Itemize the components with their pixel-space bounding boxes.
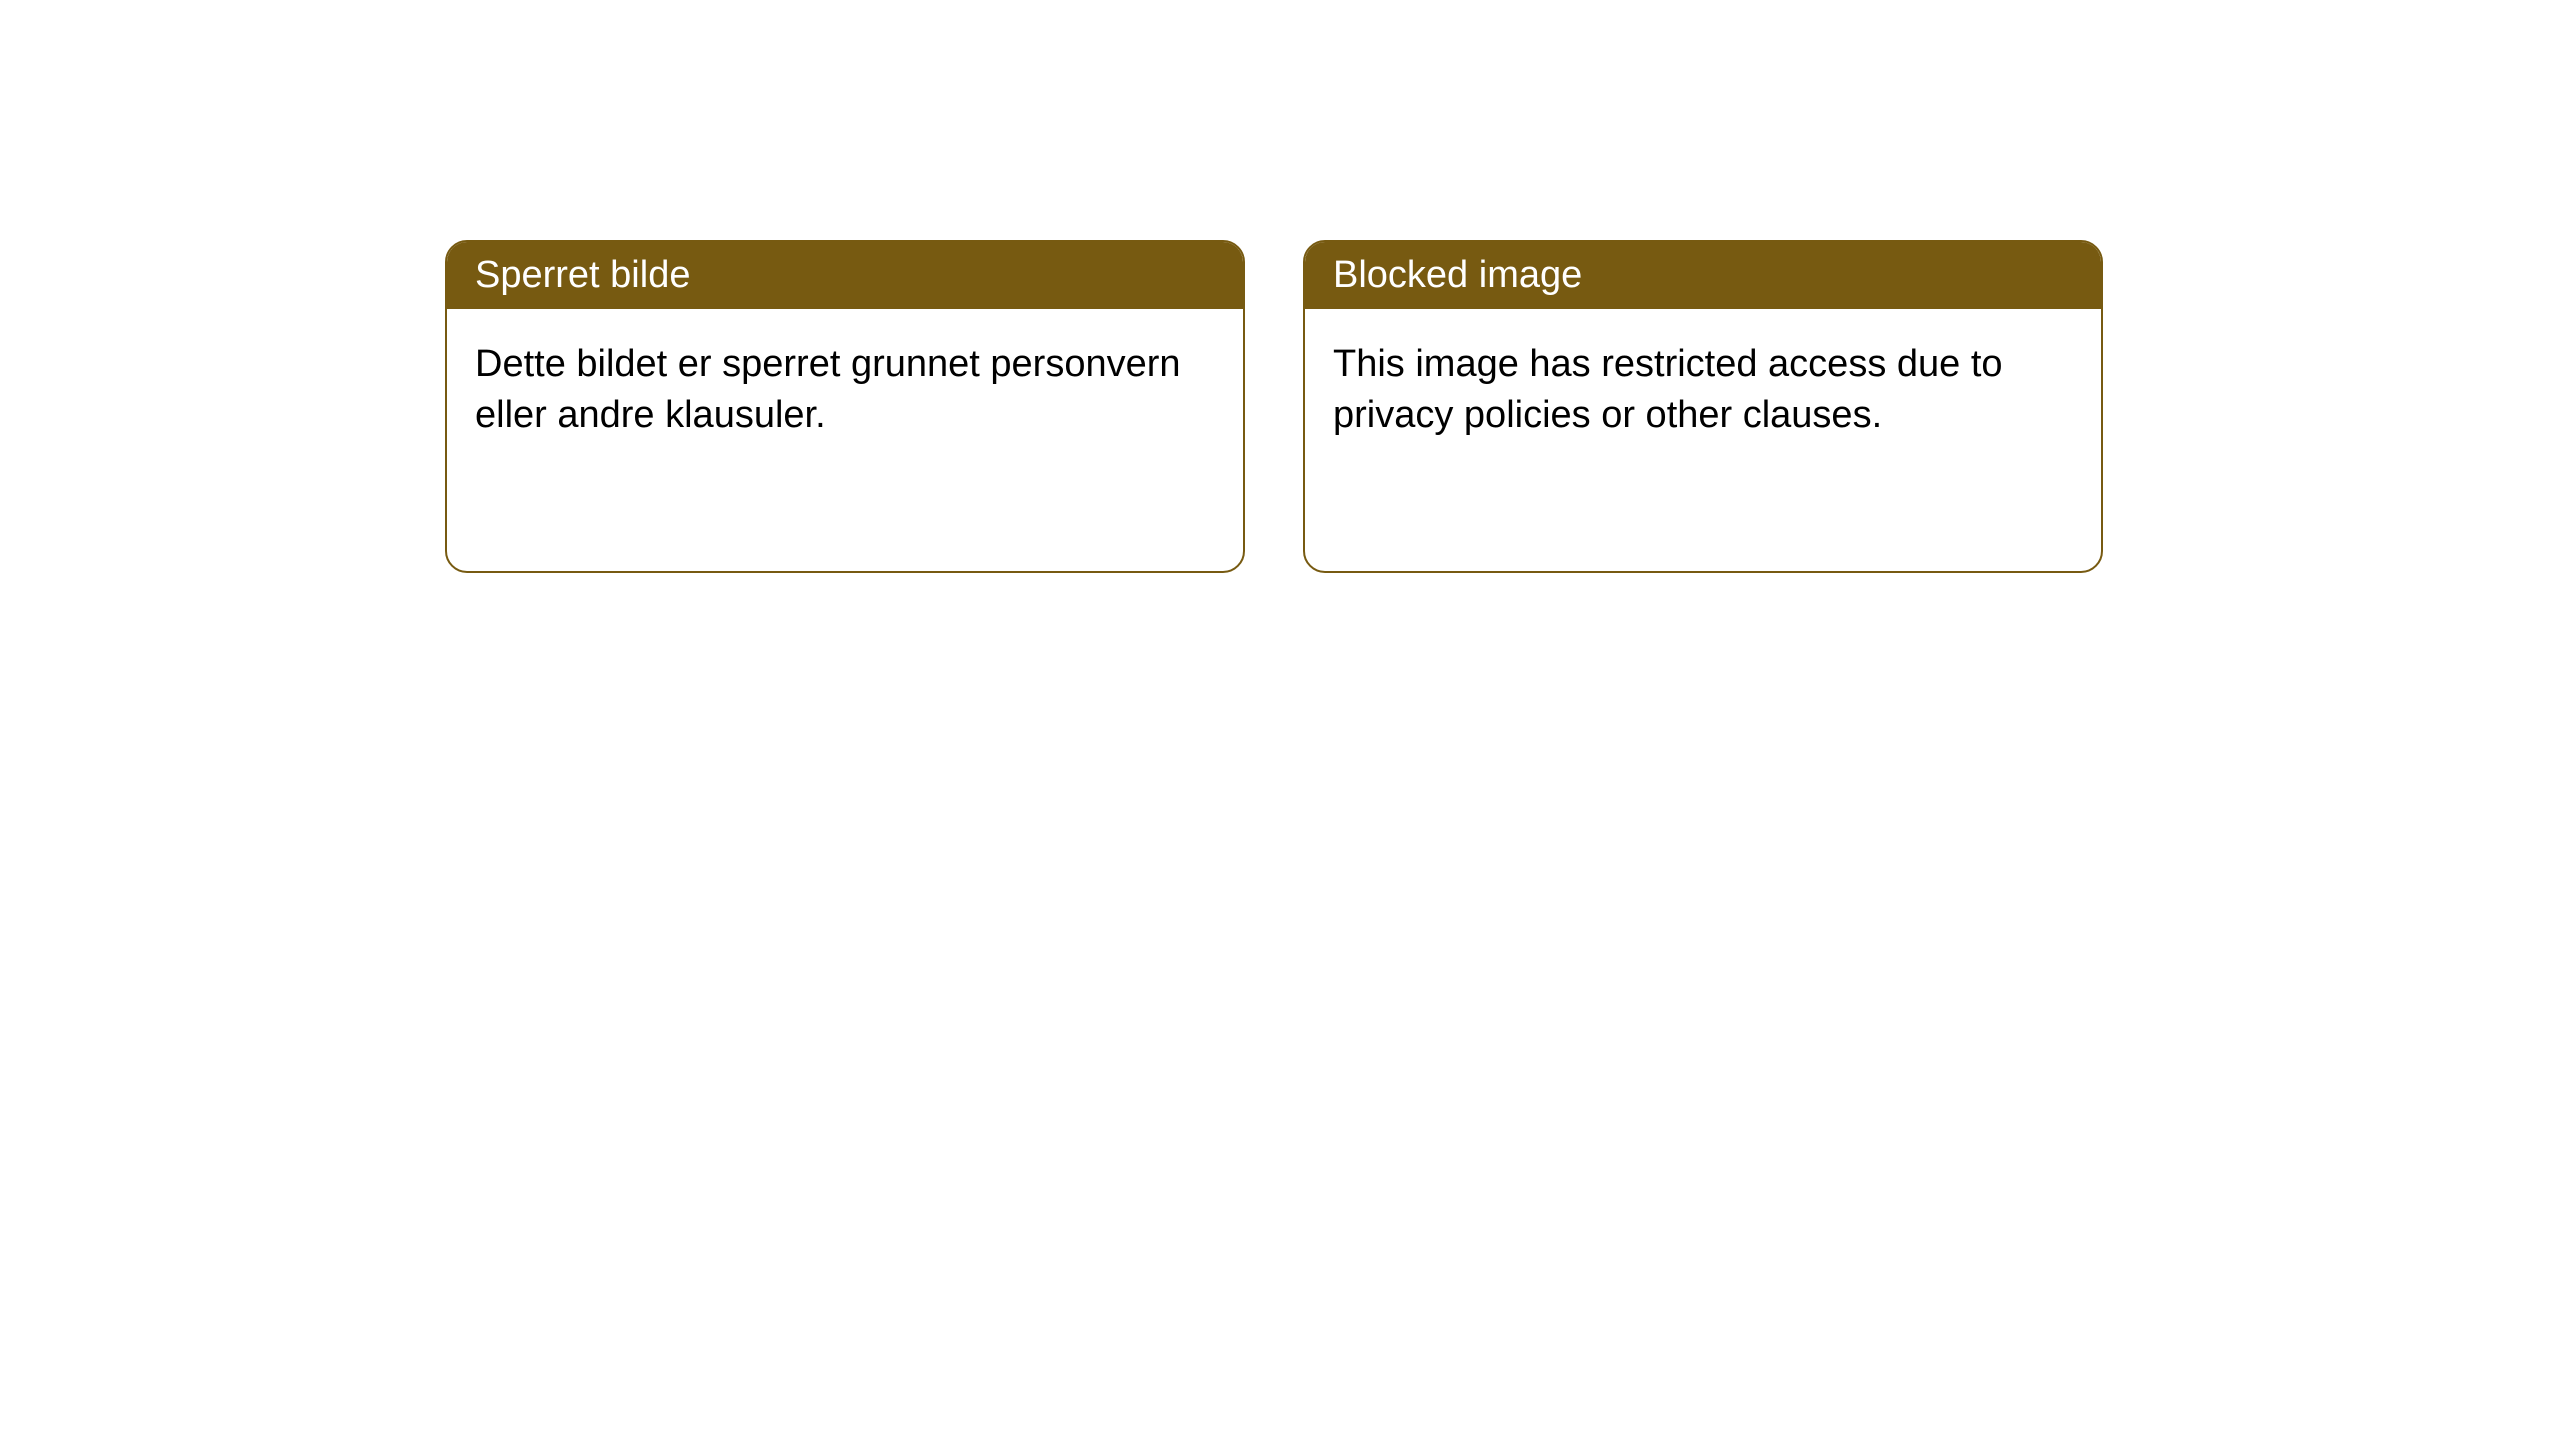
notice-message: This image has restricted access due to … bbox=[1333, 343, 2003, 436]
notice-body: This image has restricted access due to … bbox=[1305, 309, 2101, 472]
notice-card-norwegian: Sperret bilde Dette bildet er sperret gr… bbox=[445, 240, 1245, 573]
notice-container: Sperret bilde Dette bildet er sperret gr… bbox=[0, 0, 2560, 573]
notice-header: Sperret bilde bbox=[447, 242, 1243, 309]
notice-title: Blocked image bbox=[1333, 254, 1582, 296]
notice-card-english: Blocked image This image has restricted … bbox=[1303, 240, 2103, 573]
notice-message: Dette bildet er sperret grunnet personve… bbox=[475, 343, 1181, 436]
notice-title: Sperret bilde bbox=[475, 254, 690, 296]
notice-body: Dette bildet er sperret grunnet personve… bbox=[447, 309, 1243, 472]
notice-header: Blocked image bbox=[1305, 242, 2101, 309]
